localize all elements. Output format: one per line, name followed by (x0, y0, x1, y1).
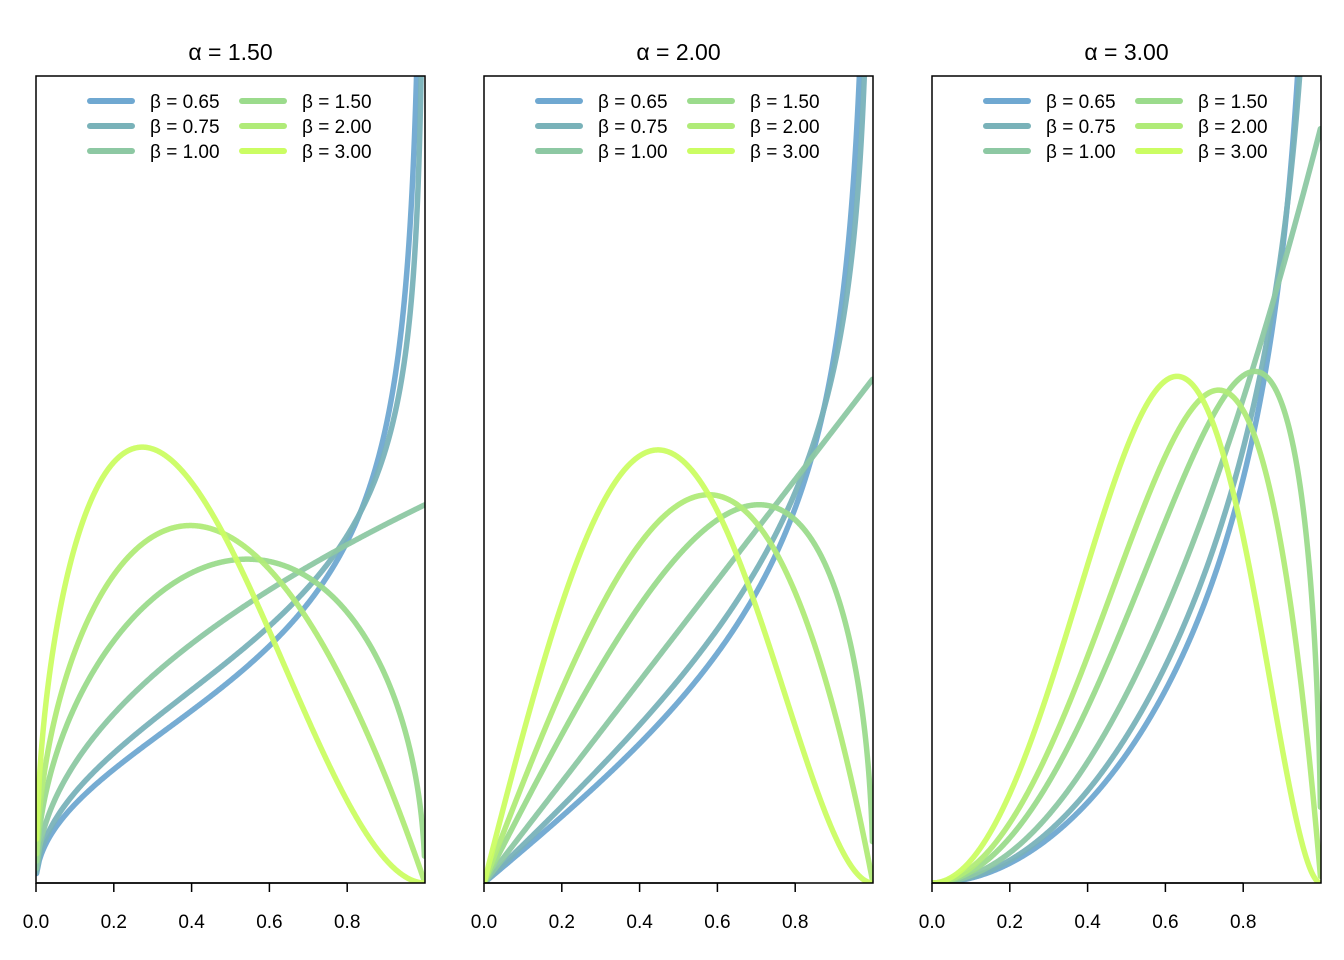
series-line (484, 501, 873, 883)
legend-label: β = 2.00 (1198, 117, 1268, 138)
legend: β = 0.65 β = 0.75 β = 1.00 β = 1.50 β = 2.00… (983, 92, 1268, 163)
panel-2: α = 2.000.0 0.2 0.4 0.6 0.8β = 0.65β = 0.75β… (471, 39, 874, 933)
series-line (36, 502, 425, 872)
series-line (36, 444, 425, 883)
x-tick-label: 0.0 (471, 912, 497, 933)
series-line (932, 373, 1321, 883)
legend-label: β = 1.00 (150, 142, 220, 163)
legend-label: β = 2.00 (750, 117, 820, 138)
x-tick-label: 0.2 (549, 912, 575, 933)
x-axis: 0.0 0.2 0.4 0.6 0.8 (919, 882, 1256, 933)
x-tick-label: 0.6 (1152, 912, 1178, 933)
legend-label: β = 0.75 (1046, 117, 1116, 138)
series-line (36, 76, 424, 875)
plot-frame (931, 75, 1322, 884)
curves (484, 76, 873, 883)
legend-label: β = 1.50 (750, 92, 820, 113)
legend-label: β = 0.65 (1046, 92, 1116, 113)
legend-label: β = 1.00 (598, 142, 668, 163)
series-line (932, 368, 1321, 883)
x-tick-label: 0.8 (334, 912, 360, 933)
panel-title: α = 1.50 (188, 39, 272, 65)
x-tick-label: 0.4 (626, 912, 653, 933)
x-axis: 0.0 0.2 0.4 0.6 0.8 (23, 882, 360, 933)
plot-frame (35, 75, 426, 884)
series-line (484, 447, 873, 883)
x-tick-label: 0.6 (256, 912, 282, 933)
x-tick-label: 0.6 (704, 912, 730, 933)
legend-label: β = 0.75 (598, 117, 668, 138)
x-tick-label: 0.8 (782, 912, 808, 933)
legend-label: β = 1.50 (302, 92, 372, 113)
legend-label: β = 3.00 (750, 142, 820, 163)
series-line (484, 376, 873, 883)
x-tick-label: 0.8 (1230, 912, 1256, 933)
legend-label: β = 1.00 (1046, 142, 1116, 163)
plot-frame (483, 75, 874, 884)
x-tick-label: 0.4 (1074, 912, 1101, 933)
panel-title: α = 2.00 (636, 39, 720, 65)
series-line (932, 125, 1321, 883)
legend-label: β = 3.00 (302, 142, 372, 163)
x-axis: 0.0 0.2 0.4 0.6 0.8 (471, 882, 808, 933)
series-line (36, 76, 420, 877)
legend: β = 0.65 β = 0.75 β = 1.00 β = 1.50 β = 2.00… (87, 92, 372, 163)
legend: β = 0.65 β = 0.75 β = 1.00 β = 1.50 β = 2.00… (535, 92, 820, 163)
legend-label: β = 2.00 (302, 117, 372, 138)
series-line (932, 76, 1303, 883)
panel-1: α = 1.500.0 0.2 0.4 0.6 0.8β = 0.65β = 0.75β… (23, 39, 426, 933)
legend-label: β = 3.00 (1198, 142, 1268, 163)
panel-3: α = 3.000.0 0.2 0.4 0.6 0.8β = 0.65β = 0.75β… (919, 39, 1322, 933)
legend-label: β = 0.65 (150, 92, 220, 113)
x-tick-label: 0.4 (178, 912, 205, 933)
legend-label: β = 0.65 (598, 92, 668, 113)
x-tick-label: 0.0 (919, 912, 945, 933)
panel-title: α = 3.00 (1084, 39, 1168, 65)
series-line (484, 76, 868, 883)
series-line (932, 387, 1321, 883)
legend-label: β = 1.50 (1198, 92, 1268, 113)
curves (36, 76, 425, 883)
series-line (932, 76, 1301, 883)
x-tick-label: 0.2 (997, 912, 1023, 933)
series-line (36, 522, 425, 883)
x-tick-label: 0.0 (23, 912, 49, 933)
legend-label: β = 0.75 (150, 117, 220, 138)
curves (932, 76, 1321, 883)
x-tick-label: 0.2 (101, 912, 127, 933)
